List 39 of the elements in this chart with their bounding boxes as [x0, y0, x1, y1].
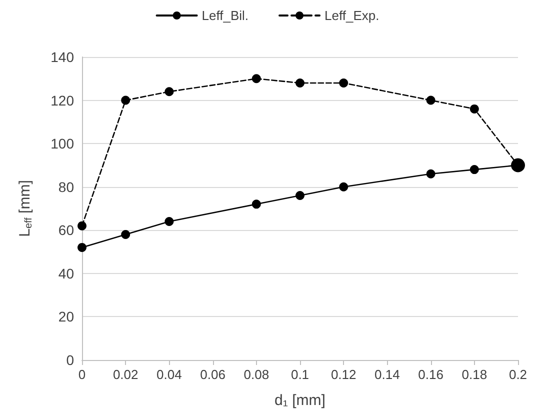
x-tick-label: 0.04: [156, 367, 182, 382]
x-tick-label: 0.2: [508, 367, 528, 382]
legend-label: Leff_Bil.: [202, 8, 249, 23]
x-tick-label: 0.12: [330, 367, 356, 382]
point: [339, 182, 348, 192]
point: [78, 242, 86, 252]
y-tick-label: 20: [58, 308, 74, 325]
x-tick-label: 0.1: [290, 367, 310, 382]
point: [296, 191, 304, 200]
x-axis-title: d₁ [mm]: [274, 392, 326, 409]
x-tick-label: 0.08: [244, 367, 270, 382]
x-tick-label: 0.02: [112, 367, 138, 382]
legend-label: Leff_Exp.: [324, 8, 380, 23]
point: [339, 78, 348, 88]
x-tick-label: 0: [78, 367, 86, 382]
point: [470, 104, 479, 114]
y-tick-label: 80: [58, 178, 74, 195]
x-tick-label: 0.16: [418, 367, 444, 382]
point: [426, 169, 436, 178]
y-tick-label: 60: [58, 222, 74, 238]
y-tick-label: 120: [50, 92, 74, 108]
x-tick-label: 0.18: [462, 367, 488, 382]
point: [252, 74, 261, 84]
point: [164, 87, 174, 96]
point: [470, 165, 479, 174]
y-tick-label: 100: [50, 136, 74, 152]
point: [121, 96, 130, 105]
point: [78, 221, 86, 230]
point: [164, 216, 174, 226]
y-tick-label: 40: [58, 265, 74, 282]
y-axis-title: Leff [mm]: [16, 180, 34, 237]
y-tick-label: 140: [50, 49, 74, 65]
y-tick-label: 0: [66, 352, 74, 368]
point: [426, 96, 436, 105]
x-tick-label: 0.14: [374, 367, 400, 382]
x-tick-label: 0.06: [200, 367, 226, 382]
point: [296, 78, 304, 88]
point: [252, 200, 261, 209]
point: [121, 230, 130, 239]
